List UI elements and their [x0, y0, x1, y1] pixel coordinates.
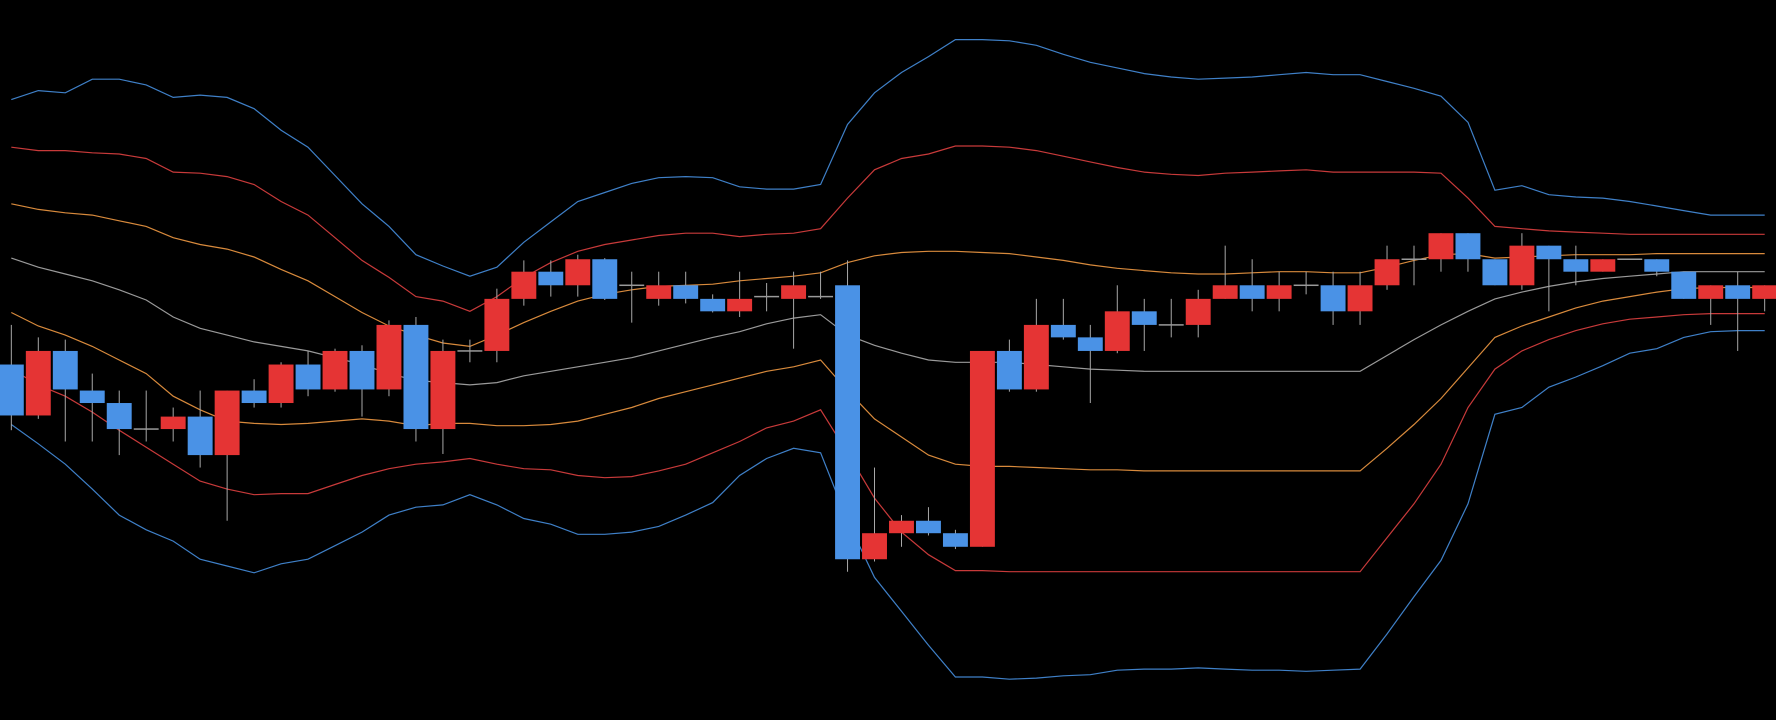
- candle-body: [160, 416, 186, 430]
- candle-body: [565, 259, 591, 286]
- band-line: [11, 257, 1765, 386]
- candle-body: [1590, 259, 1616, 272]
- candle-body: [1455, 233, 1481, 260]
- band-line: [11, 145, 1765, 312]
- candle-body: [187, 416, 213, 456]
- candle-body: [79, 390, 105, 404]
- doji-body: [1293, 284, 1319, 287]
- candle-body: [969, 350, 995, 547]
- candle-body: [241, 390, 267, 404]
- candle-body: [1185, 298, 1211, 325]
- candle-body: [1374, 259, 1400, 286]
- candle-body: [1266, 285, 1292, 299]
- band-line: [11, 286, 1765, 472]
- band-line: [10, 330, 1765, 680]
- candle-body: [889, 520, 914, 534]
- candle-body: [1644, 259, 1670, 272]
- doji-body: [133, 428, 159, 430]
- doji-body: [1617, 258, 1643, 260]
- candle-body: [1212, 285, 1238, 299]
- candle-body: [322, 350, 348, 390]
- candle-body: [349, 350, 375, 390]
- candle-body: [1239, 285, 1265, 299]
- candle-body: [1671, 271, 1697, 299]
- doji-body: [754, 295, 780, 298]
- candle-body: [916, 520, 941, 534]
- doji-body: [808, 295, 834, 298]
- candle-body: [700, 298, 726, 312]
- candle-body: [52, 350, 78, 390]
- candle-body: [1131, 311, 1157, 325]
- candle-body: [376, 324, 402, 390]
- candle-body: [1563, 259, 1589, 272]
- doji-body: [1401, 258, 1427, 260]
- candle-body: [511, 271, 537, 299]
- candle-body: [996, 350, 1022, 390]
- candle-body: [1320, 285, 1346, 312]
- candle-body: [484, 298, 510, 351]
- doji-body: [619, 284, 645, 287]
- candle-body: [1347, 285, 1373, 312]
- candle-body: [862, 533, 887, 560]
- candle-body: [781, 285, 807, 299]
- band-line: [10, 313, 1765, 573]
- candle-body: [673, 285, 699, 299]
- candle-body: [538, 271, 564, 286]
- candle-body: [942, 533, 968, 547]
- candle-body: [106, 403, 132, 430]
- candle-body: [1482, 259, 1508, 286]
- candle-body: [1509, 245, 1535, 286]
- candle-body: [835, 285, 860, 560]
- candle-body: [592, 259, 618, 299]
- candle-body: [1725, 285, 1751, 299]
- candle-body: [1104, 311, 1130, 351]
- doji-body: [1158, 324, 1184, 326]
- candle-body: [25, 350, 51, 416]
- candle-body: [727, 298, 753, 312]
- candle-body: [1050, 324, 1076, 338]
- doji-body: [457, 350, 483, 352]
- band-line: [11, 39, 1765, 277]
- candle-body: [1698, 285, 1724, 299]
- candle-body: [430, 350, 456, 430]
- candle-body: [214, 390, 240, 456]
- candle-body: [403, 324, 429, 430]
- candle-body: [646, 285, 672, 299]
- candle-body: [1428, 233, 1454, 260]
- candle-body: [1077, 337, 1103, 351]
- candle-body: [0, 364, 24, 416]
- candle-body: [1023, 324, 1049, 390]
- candle-body: [1752, 285, 1776, 299]
- candle-body: [268, 364, 294, 404]
- candle-body: [295, 364, 321, 390]
- candle-body: [1536, 245, 1562, 260]
